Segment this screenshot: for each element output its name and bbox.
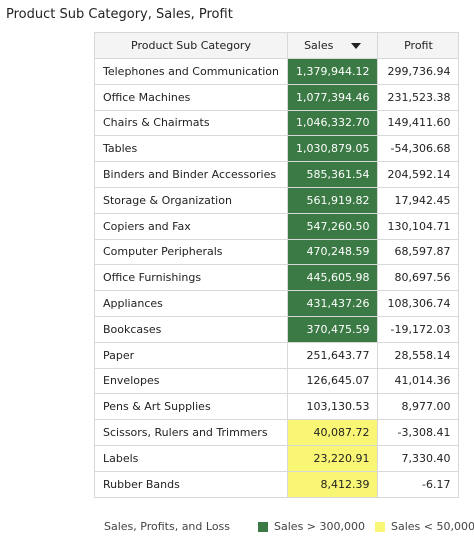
legend: Sales, Profits, and Loss Sales > 300,000… bbox=[104, 520, 474, 533]
legend-swatch bbox=[258, 521, 269, 532]
sales-cell: 40,087.72 bbox=[286, 419, 379, 446]
sales-cell: 547,260.50 bbox=[286, 212, 379, 240]
table-row: Pens & Art Supplies 103,130.53 8,977.00 bbox=[94, 393, 460, 421]
category-cell: Telephones and Communication bbox=[94, 58, 288, 85]
category-cell: Scissors, Rulers and Trimmers bbox=[94, 419, 288, 446]
column-header[interactable]: Product Sub Category bbox=[94, 32, 288, 59]
table-row: Office Machines 1,077,394.46 231,523.38 bbox=[94, 83, 460, 111]
category-cell: Office Furnishings bbox=[94, 264, 288, 292]
profit-cell: 299,736.94 bbox=[377, 58, 460, 85]
column-header[interactable]: Sales bbox=[286, 32, 379, 59]
table-row: Scissors, Rulers and Trimmers 40,087.72 -3… bbox=[94, 419, 460, 446]
category-cell: Copiers and Fax bbox=[94, 212, 288, 240]
category-cell: Rubber Bands bbox=[94, 470, 288, 498]
sales-cell: 126,645.07 bbox=[286, 367, 379, 395]
category-cell: Storage & Organization bbox=[94, 186, 288, 214]
table-row: Paper 251,643.77 28,558.14 bbox=[94, 341, 460, 369]
category-cell: Binders and Binder Accessories bbox=[94, 161, 288, 188]
sales-cell: 370,475.59 bbox=[286, 315, 379, 343]
table-row: Binders and Binder Accessories 585,361.54… bbox=[94, 161, 460, 188]
category-cell: Appliances bbox=[94, 290, 288, 317]
profit-cell: 7,330.40 bbox=[377, 444, 460, 472]
category-cell: Labels bbox=[94, 444, 288, 472]
table-body: Telephones and Communication 1,379,944.12… bbox=[94, 58, 460, 498]
profit-cell: -19,172.03 bbox=[377, 315, 460, 343]
legend-title: Sales, Profits, and Loss bbox=[104, 520, 231, 533]
profit-cell: -6.17 bbox=[377, 470, 460, 498]
legend-label: Sales > 300,000 bbox=[274, 520, 365, 533]
profit-cell: -54,306.68 bbox=[377, 135, 460, 163]
data-table: Product Sub Category Sales Profit Telephon… bbox=[94, 32, 460, 498]
table-row: Labels 23,220.91 7,330.40 bbox=[94, 444, 460, 472]
header-label: Product Sub Category bbox=[131, 39, 251, 52]
table-row: Envelopes 126,645.07 41,014.36 bbox=[94, 367, 460, 395]
profit-cell: 149,411.60 bbox=[377, 109, 460, 137]
profit-cell: -3,308.41 bbox=[377, 419, 460, 446]
category-cell: Tables bbox=[94, 135, 288, 163]
category-cell: Pens & Art Supplies bbox=[94, 393, 288, 421]
table-row: Rubber Bands 8,412.39 -6.17 bbox=[94, 470, 460, 498]
sales-cell: 585,361.54 bbox=[286, 161, 379, 188]
sales-cell: 431,437.26 bbox=[286, 290, 379, 317]
category-cell: Computer Peripherals bbox=[94, 238, 288, 266]
legend-swatch bbox=[375, 521, 385, 532]
profit-cell: 130,104.71 bbox=[377, 212, 460, 240]
sales-cell: 1,379,944.12 bbox=[286, 58, 379, 85]
table-row: Telephones and Communication 1,379,944.12… bbox=[94, 58, 460, 85]
category-cell: Paper bbox=[94, 341, 288, 369]
header-row: Product Sub Category Sales Profit bbox=[94, 32, 460, 59]
sales-cell: 1,046,332.70 bbox=[286, 109, 379, 137]
category-cell: Chairs & Chairmats bbox=[94, 109, 288, 137]
header-label: Profit bbox=[404, 39, 433, 52]
table-row: Appliances 431,437.26 108,306.74 bbox=[94, 290, 460, 317]
category-cell: Office Machines bbox=[94, 83, 288, 111]
sales-cell: 23,220.91 bbox=[286, 444, 379, 472]
sales-cell: 1,077,394.46 bbox=[286, 83, 379, 111]
table-row: Tables 1,030,879.05 -54,306.68 bbox=[94, 135, 460, 163]
sales-cell: 1,030,879.05 bbox=[286, 135, 379, 163]
profit-cell: 8,977.00 bbox=[377, 393, 460, 421]
profit-cell: 17,942.45 bbox=[377, 186, 460, 214]
legend-label: Sales < 50,000 bbox=[391, 520, 474, 533]
title: Product Sub Category, Sales, Profit bbox=[6, 7, 233, 22]
table-row: Storage & Organization 561,919.82 17,942.4… bbox=[94, 186, 460, 214]
header-label: Sales bbox=[304, 39, 334, 52]
category-cell: Bookcases bbox=[94, 315, 288, 343]
sales-cell: 561,919.82 bbox=[286, 186, 379, 214]
profit-cell: 41,014.36 bbox=[377, 367, 460, 395]
profit-cell: 80,697.56 bbox=[377, 264, 460, 292]
sales-cell: 251,643.77 bbox=[286, 341, 379, 369]
sales-cell: 103,130.53 bbox=[286, 393, 379, 421]
sales-cell: 445,605.98 bbox=[286, 264, 379, 292]
profit-cell: 68,597.87 bbox=[377, 238, 460, 266]
profit-cell: 108,306.74 bbox=[377, 290, 460, 317]
sales-cell: 470,248.59 bbox=[286, 238, 379, 266]
profit-cell: 231,523.38 bbox=[377, 83, 460, 111]
table-row: Office Furnishings 445,605.98 80,697.56 bbox=[94, 264, 460, 292]
table-row: Bookcases 370,475.59 -19,172.03 bbox=[94, 315, 460, 343]
column-header[interactable]: Profit bbox=[377, 32, 460, 59]
category-cell: Envelopes bbox=[94, 367, 288, 395]
sort-icon[interactable] bbox=[351, 43, 362, 49]
profit-cell: 28,558.14 bbox=[377, 341, 460, 369]
table-row: Computer Peripherals 470,248.59 68,597.87 bbox=[94, 238, 460, 266]
sales-cell: 8,412.39 bbox=[286, 470, 379, 498]
profit-cell: 204,592.14 bbox=[377, 161, 460, 188]
table-row: Copiers and Fax 547,260.50 130,104.71 bbox=[94, 212, 460, 240]
table-row: Chairs & Chairmats 1,046,332.70 149,411.60 bbox=[94, 109, 460, 137]
